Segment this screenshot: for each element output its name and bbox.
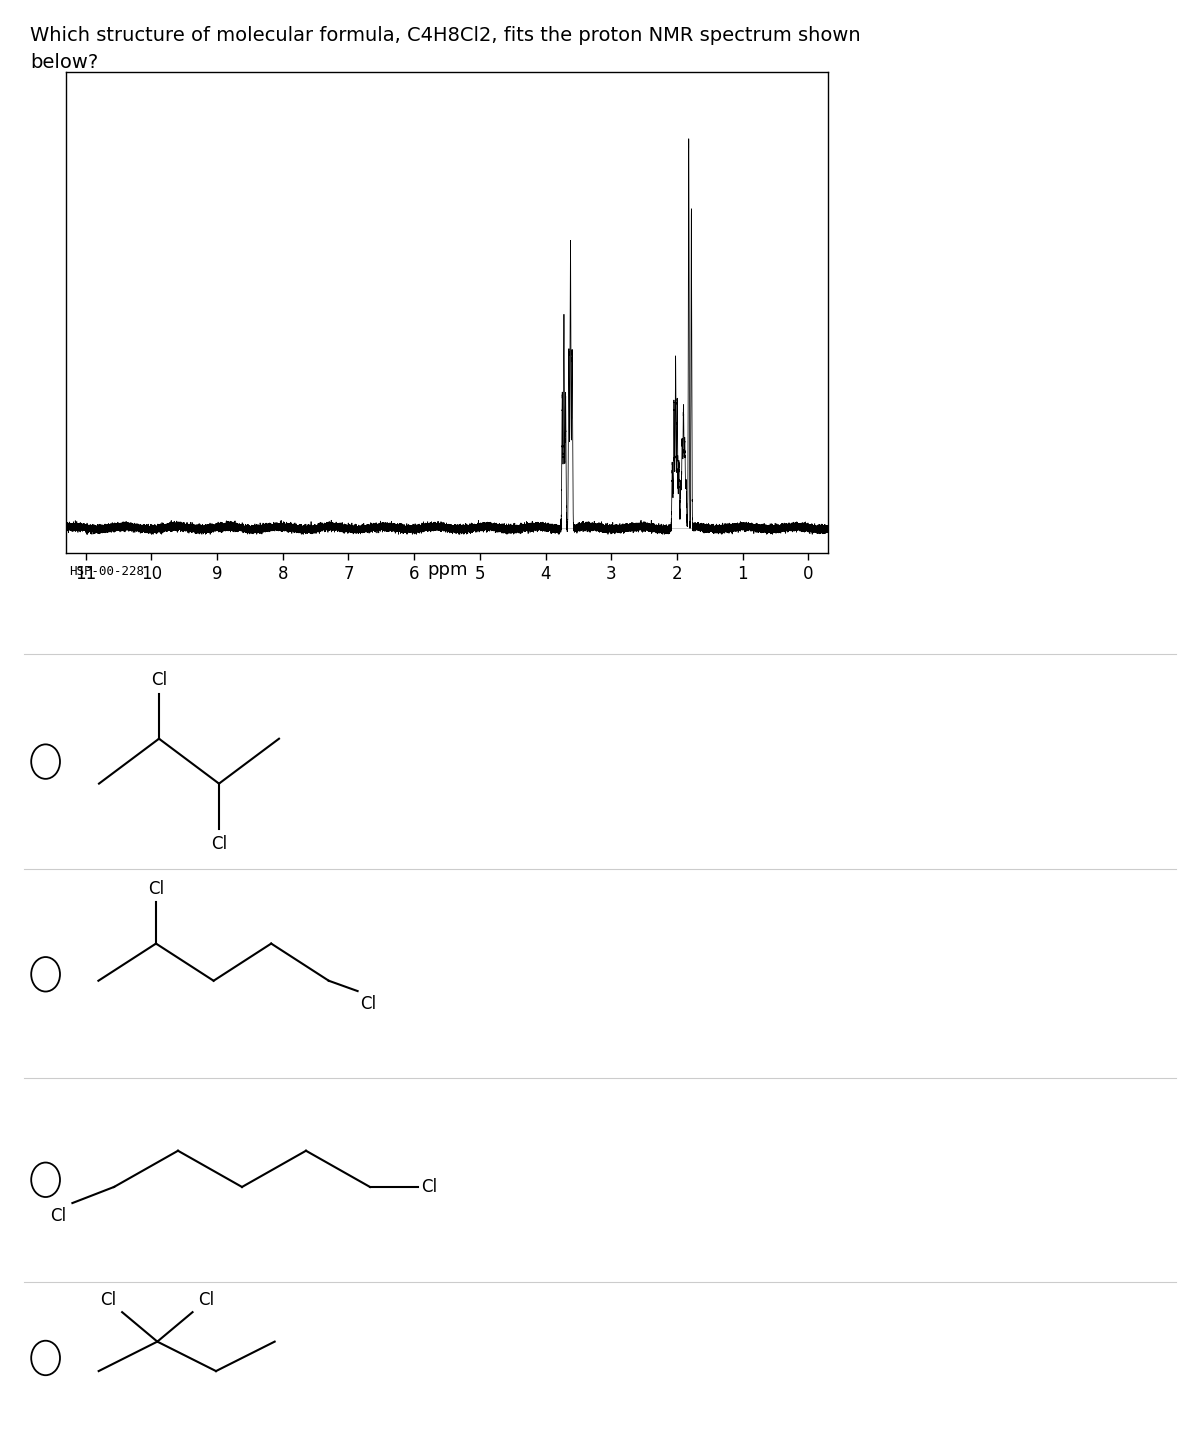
Text: Cl: Cl: [211, 835, 227, 854]
Text: Cl: Cl: [198, 1292, 215, 1309]
Text: HSP-00-228: HSP-00-228: [70, 565, 145, 578]
Text: Cl: Cl: [421, 1178, 437, 1196]
Text: Cl: Cl: [360, 996, 377, 1013]
Text: Cl: Cl: [50, 1207, 66, 1226]
Text: Which structure of molecular formula, C4H8Cl2, fits the proton NMR spectrum show: Which structure of molecular formula, C4…: [30, 26, 860, 45]
Text: Cl: Cl: [100, 1292, 116, 1309]
Text: Cl: Cl: [151, 671, 167, 690]
Text: Cl: Cl: [148, 879, 164, 898]
Text: ppm: ppm: [427, 560, 468, 579]
Text: below?: below?: [30, 53, 98, 72]
